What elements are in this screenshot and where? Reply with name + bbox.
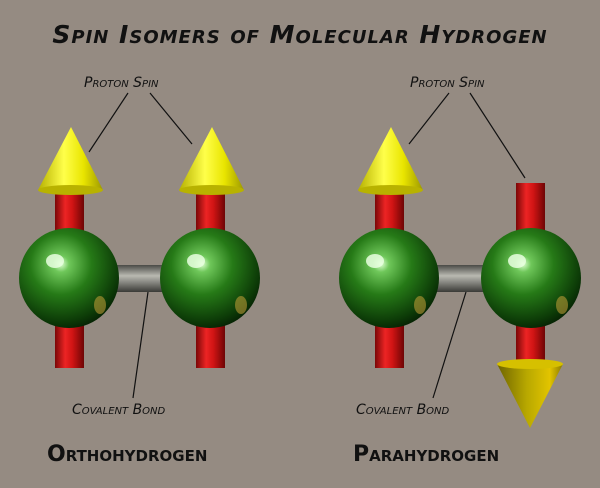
parahydrogen-molecule: [339, 92, 581, 428]
proton-spin-pointer-line: [149, 92, 193, 145]
sphere-reflection: [556, 296, 568, 314]
proton-spin-pointer-line: [88, 92, 129, 153]
para-covalent-bond-label: Covalent Bond: [356, 402, 450, 418]
sphere-reflection: [414, 296, 426, 314]
sphere-highlight: [46, 254, 64, 268]
spin-up-arrow-cone: [179, 127, 244, 195]
orthohydrogen-molecule: [19, 92, 260, 399]
spin-up-arrow-cone: [38, 127, 103, 195]
spin-down-arrow-cone: [497, 359, 563, 428]
sphere-reflection: [235, 296, 247, 314]
covalent-bond-pointer-line: [432, 291, 467, 399]
sphere-reflection: [94, 296, 106, 314]
proton-spin-pointer-line: [469, 92, 526, 179]
proton-spin-pointer-line: [408, 92, 450, 145]
ortho-proton-spin-label: Proton Spin: [84, 75, 159, 91]
sphere-highlight: [508, 254, 526, 268]
sphere-highlight: [366, 254, 384, 268]
page-title: Spin Isomers of Molecular Hydrogen: [52, 20, 548, 49]
sphere-highlight: [187, 254, 205, 268]
proton-sphere: [481, 228, 581, 328]
ortho-covalent-bond-label: Covalent Bond: [72, 402, 166, 418]
proton-sphere: [19, 228, 119, 328]
proton-sphere: [339, 228, 439, 328]
proton-sphere: [160, 228, 260, 328]
para-proton-spin-label: Proton Spin: [410, 75, 485, 91]
parahydrogen-label: Parahydrogen: [353, 442, 500, 467]
spin-up-arrow-cone: [358, 127, 423, 195]
orthohydrogen-label: Orthohydrogen: [47, 442, 208, 467]
covalent-bond-pointer-line: [132, 291, 149, 399]
